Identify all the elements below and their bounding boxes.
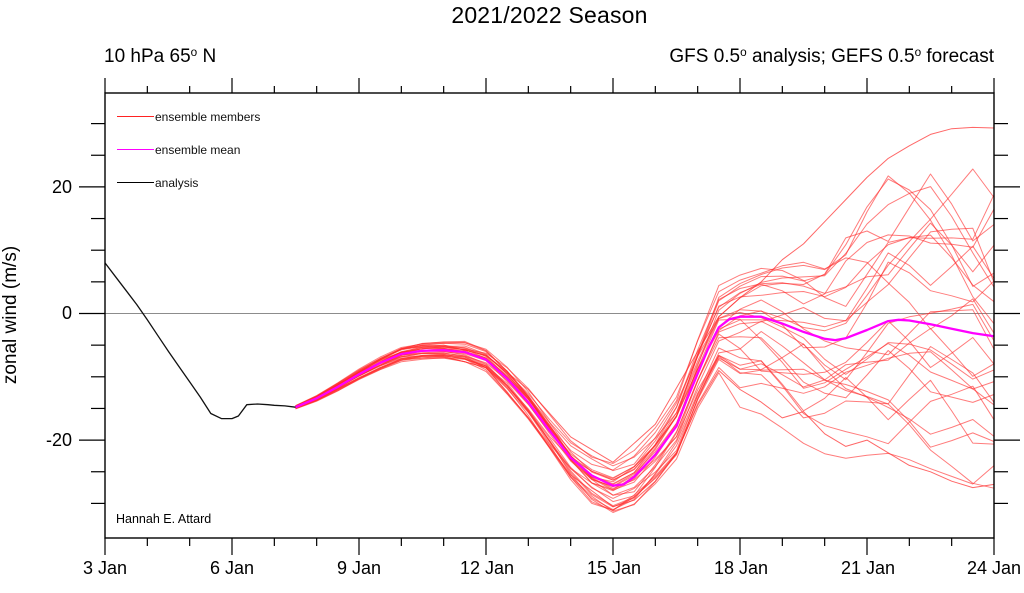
y-tick-label: -20	[45, 430, 72, 450]
subtitle-right-mid: analysis; GEFS 0.5	[746, 46, 915, 67]
chart-subtitle-left: 10 hPa 65o N	[104, 46, 216, 68]
legend-item-ensemble-mean: ensemble mean	[117, 133, 260, 166]
legend-line-swatch	[117, 149, 154, 150]
legend-label: analysis	[155, 175, 199, 190]
subtitle-right-suffix: forecast	[921, 46, 994, 67]
x-tick-label: 15 Jan	[586, 558, 642, 578]
x-tick-label: 21 Jan	[840, 558, 896, 578]
subtitle-right-text: GFS 0.5	[669, 46, 741, 67]
x-tick-label: 6 Jan	[209, 558, 255, 578]
legend-line-swatch	[117, 182, 154, 183]
y-tick-label: 0	[61, 303, 72, 323]
chart-title: 2021/2022 Season	[451, 2, 648, 28]
legend-item-analysis: analysis	[117, 166, 260, 199]
x-tick-label: 3 Jan	[82, 558, 128, 578]
y-tick-label: 20	[51, 177, 72, 197]
chart-subtitle-right: GFS 0.5o analysis; GEFS 0.5o forecast	[669, 46, 994, 68]
degree-superscript: o	[190, 46, 198, 60]
legend: ensemble members ensemble mean analysis	[117, 100, 260, 199]
legend-line-swatch	[117, 116, 154, 117]
legend-label: ensemble mean	[155, 142, 241, 157]
x-tick-label: 24 Jan	[966, 558, 1022, 578]
degree-superscript: o	[740, 46, 747, 60]
legend-item-ensemble-members: ensemble members	[117, 100, 260, 133]
subtitle-left-text: 10 hPa 65	[104, 46, 191, 67]
author-credit: Hannah E. Attard	[116, 512, 212, 526]
subtitle-left-suffix: N	[197, 46, 217, 67]
x-tick-label: 18 Jan	[713, 558, 769, 578]
x-tick-label: 9 Jan	[336, 558, 382, 578]
legend-label: ensemble members	[155, 109, 261, 124]
degree-superscript: o	[914, 46, 922, 60]
x-tick-label: 12 Jan	[459, 558, 515, 578]
